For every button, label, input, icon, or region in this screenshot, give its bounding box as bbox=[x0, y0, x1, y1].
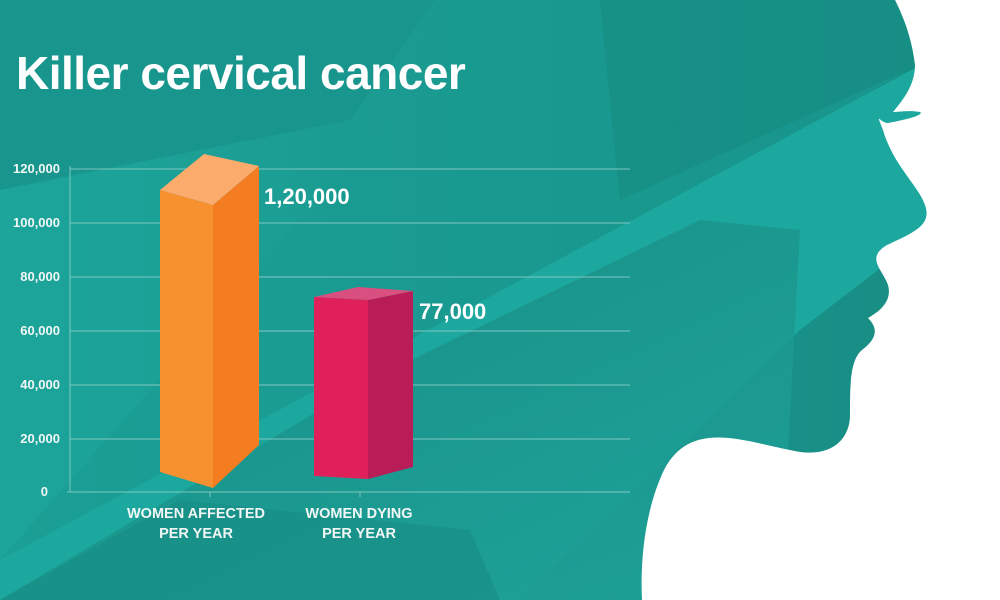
bar-side bbox=[213, 166, 259, 488]
bar-value-label: 77,000 bbox=[419, 299, 487, 324]
y-tick-label: 20,000 bbox=[20, 431, 60, 446]
bar-top bbox=[160, 154, 259, 205]
x-label-line1: WOMEN DYING bbox=[305, 506, 413, 522]
bar-value-label: 1,20,000 bbox=[264, 184, 350, 209]
bar-side bbox=[368, 291, 413, 479]
x-label-line2: PER YEAR bbox=[322, 526, 396, 542]
bar-front bbox=[160, 190, 213, 488]
bar-women-dying bbox=[314, 287, 413, 479]
y-tick-label: 40,000 bbox=[20, 377, 60, 392]
y-tick-label: 0 bbox=[40, 484, 48, 499]
y-tick-label: 100,000 bbox=[13, 215, 60, 230]
x-label-line2: PER YEAR bbox=[159, 526, 233, 542]
x-category-label: WOMEN DYING PER YEAR bbox=[279, 504, 439, 544]
bar-front bbox=[314, 297, 368, 479]
bar-top bbox=[314, 287, 413, 300]
chart-title: Killer cervical cancer bbox=[16, 47, 466, 99]
y-tick-label: 120,000 bbox=[13, 161, 60, 176]
x-category-label: WOMEN AFFECTED PER YEAR bbox=[116, 504, 276, 544]
y-tick-label: 80,000 bbox=[20, 269, 60, 284]
face-silhouette bbox=[641, 0, 1000, 600]
bar-women-affected bbox=[160, 154, 259, 488]
x-label-line1: WOMEN AFFECTED bbox=[126, 506, 265, 522]
y-tick-label: 60,000 bbox=[20, 323, 60, 338]
